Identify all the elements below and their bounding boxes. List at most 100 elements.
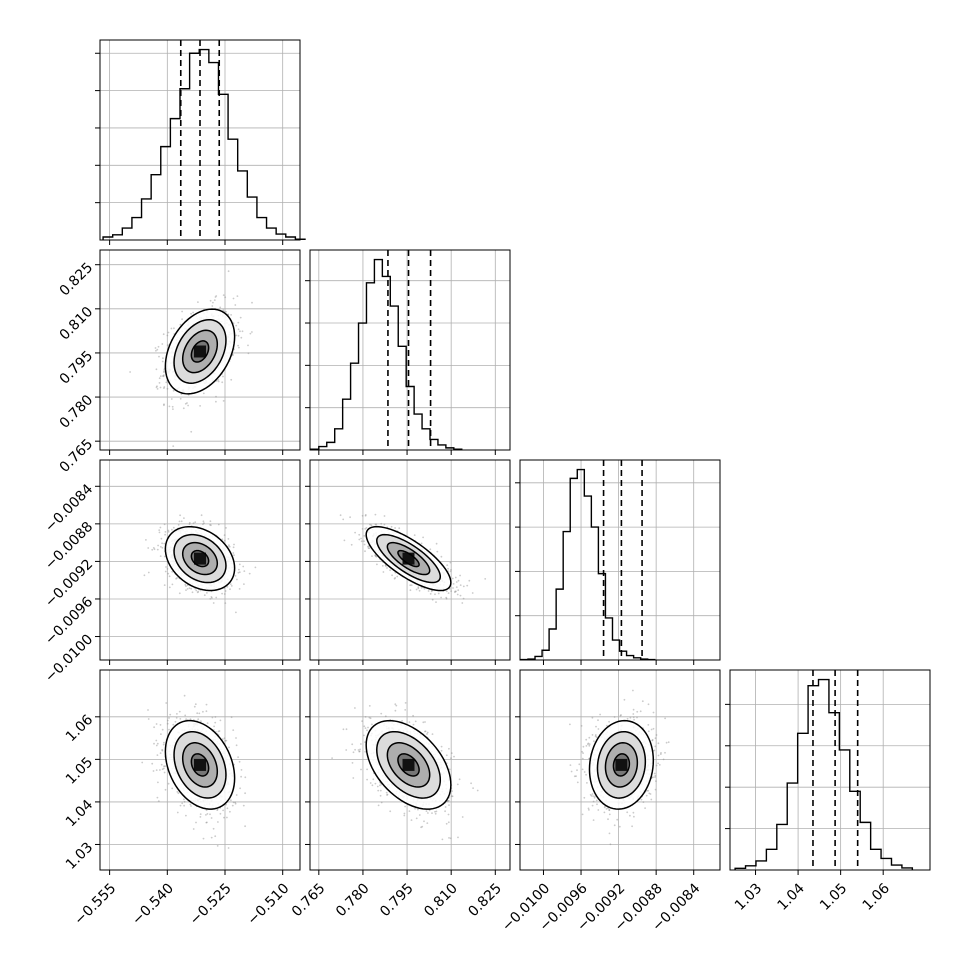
sample-point	[376, 785, 379, 788]
sample-point	[162, 374, 165, 377]
sample-point	[409, 584, 412, 587]
sample-point	[209, 520, 212, 523]
density-peak-cell	[194, 345, 206, 358]
sample-point	[194, 521, 197, 524]
sample-point	[382, 571, 385, 573]
sample-point	[233, 543, 235, 546]
sample-point	[447, 592, 450, 594]
sample-point	[404, 709, 407, 711]
sample-point	[166, 344, 169, 346]
sample-point	[394, 527, 396, 529]
sample-point	[202, 523, 204, 526]
sample-point	[224, 296, 227, 299]
sample-point	[365, 527, 368, 529]
sample-point	[167, 529, 170, 532]
sample-point	[371, 784, 374, 787]
contour-line-3	[365, 525, 452, 592]
sample-point	[217, 380, 220, 383]
sample-point	[448, 837, 450, 839]
sample-point	[447, 799, 450, 802]
sample-point	[372, 778, 375, 781]
sample-point	[221, 538, 224, 541]
sample-point	[403, 814, 406, 817]
sample-point	[157, 781, 159, 784]
sample-point	[217, 523, 220, 526]
sample-point	[165, 566, 167, 568]
sample-point	[200, 514, 203, 517]
sample-point	[440, 596, 442, 599]
sample-point	[159, 545, 162, 548]
sample-point	[153, 548, 156, 551]
sample-point	[234, 304, 237, 306]
sample-point	[450, 569, 452, 571]
sample-point	[147, 718, 150, 720]
sample-point	[451, 795, 454, 798]
sample-point	[215, 295, 218, 297]
sample-point	[455, 586, 458, 588]
sample-point	[184, 402, 187, 405]
sample-point	[608, 813, 611, 816]
sample-point	[241, 330, 244, 333]
sample-point	[659, 753, 662, 755]
sample-point	[360, 743, 362, 745]
sample-point	[375, 523, 378, 526]
sample-point	[349, 516, 351, 519]
sample-point	[170, 327, 173, 330]
sample-point	[189, 803, 192, 806]
sample-point	[209, 524, 211, 526]
sample-point	[171, 583, 174, 586]
sample-point	[230, 799, 232, 802]
sample-point	[195, 821, 197, 824]
sample-point	[239, 316, 242, 319]
sample-point	[434, 593, 436, 596]
sample-point	[159, 375, 162, 377]
sample-point	[195, 589, 198, 592]
sample-point	[197, 301, 199, 303]
sample-point	[181, 318, 184, 321]
sample-point	[164, 533, 167, 536]
sample-point	[156, 754, 159, 756]
sample-point	[161, 768, 164, 771]
sample-point	[384, 564, 387, 567]
sample-point	[427, 590, 430, 592]
sample-point	[445, 822, 448, 825]
sample-point	[369, 523, 371, 526]
sample-point	[158, 382, 161, 384]
sample-point	[151, 548, 154, 551]
sample-point	[171, 405, 174, 408]
sample-point	[161, 546, 164, 549]
sample-point	[200, 720, 202, 723]
sample-point	[243, 570, 246, 572]
sample-point	[417, 808, 419, 811]
sample-point	[429, 548, 432, 551]
sample-point	[171, 570, 174, 573]
sample-point	[646, 789, 648, 792]
sample-point	[247, 344, 249, 347]
sample-point	[414, 807, 416, 810]
sample-point	[164, 765, 167, 768]
sample-point	[185, 589, 187, 591]
sample-point	[163, 584, 166, 586]
sample-point	[248, 572, 251, 575]
sample-point	[222, 309, 225, 312]
sample-point	[173, 327, 175, 330]
sample-point	[210, 524, 212, 527]
sample-point	[163, 771, 166, 774]
sample-point	[381, 565, 384, 567]
sample-point	[358, 750, 361, 753]
sample-point	[227, 270, 230, 273]
sample-point	[633, 718, 635, 721]
contour-line-0	[190, 753, 210, 777]
sample-point	[415, 588, 418, 591]
sample-point	[190, 312, 193, 315]
sample-point	[213, 725, 216, 728]
density-peak-cell	[402, 758, 415, 771]
sample-point	[141, 761, 144, 764]
sample-point	[588, 809, 590, 811]
sample-point	[655, 734, 658, 736]
sample-point	[371, 555, 373, 557]
sample-point	[166, 719, 169, 722]
sample-point	[182, 407, 185, 410]
sample-point	[386, 794, 388, 796]
sample-point	[211, 305, 214, 307]
